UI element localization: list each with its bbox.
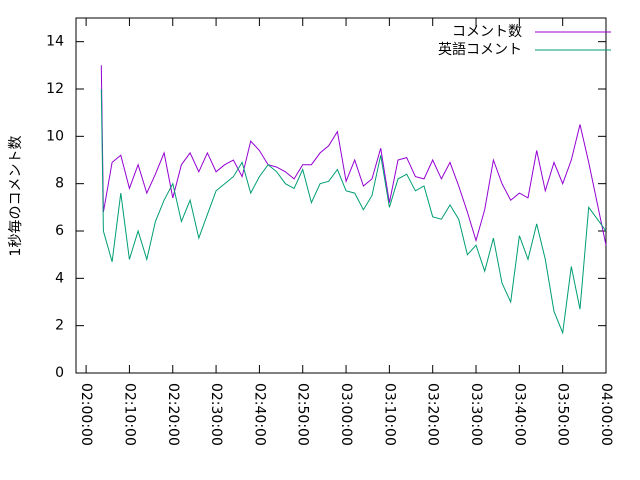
x-tick-label: 02:50:00 bbox=[295, 383, 311, 446]
x-tick-label: 02:10:00 bbox=[121, 383, 137, 446]
legend-label: 英語コメント bbox=[438, 41, 522, 58]
y-tick-label: 6 bbox=[55, 223, 64, 239]
y-tick-label: 12 bbox=[46, 81, 64, 97]
y-tick-label: 2 bbox=[55, 318, 64, 334]
x-tick-label: 02:00:00 bbox=[78, 383, 94, 446]
x-tick-label: 02:40:00 bbox=[251, 383, 267, 446]
legend-label: コメント数 bbox=[452, 24, 522, 40]
x-tick-label: 03:40:00 bbox=[511, 383, 527, 446]
plot-border bbox=[75, 17, 607, 374]
series-line bbox=[100, 65, 607, 246]
x-tick-label: 02:20:00 bbox=[165, 383, 181, 446]
x-tick-label: 02:30:00 bbox=[208, 383, 224, 446]
x-tick-label: 03:50:00 bbox=[555, 383, 571, 446]
y-axis-label: 1秒毎のコメント数 bbox=[8, 136, 24, 257]
y-tick-label: 4 bbox=[55, 270, 64, 286]
x-tick-label: 03:30:00 bbox=[468, 383, 484, 446]
x-tick-label: 03:10:00 bbox=[381, 383, 397, 446]
series-line bbox=[100, 88, 607, 335]
y-tick-label: 0 bbox=[55, 365, 64, 381]
x-tick-label: 03:00:00 bbox=[338, 383, 354, 446]
y-tick-label: 14 bbox=[46, 34, 64, 50]
x-tick-label: 03:20:00 bbox=[425, 383, 441, 446]
x-tick-label: 04:00:00 bbox=[598, 383, 614, 446]
y-tick-label: 8 bbox=[55, 176, 64, 192]
y-tick-label: 10 bbox=[46, 128, 64, 144]
